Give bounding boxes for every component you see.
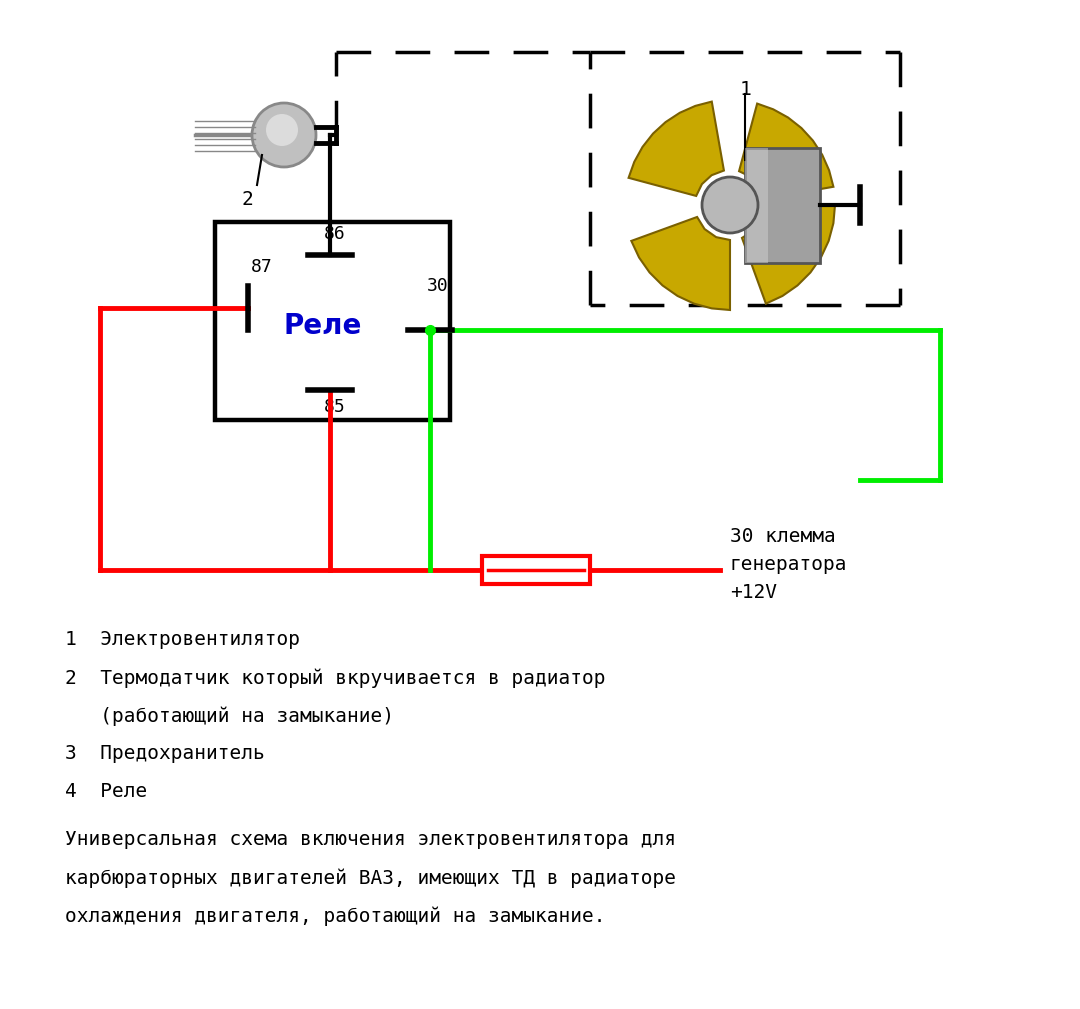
Polygon shape [632,217,730,310]
Bar [215,222,450,420]
Text: 30 клемма
генератора
+12V: 30 клемма генератора +12V [730,528,848,602]
Text: 1: 1 [739,80,751,99]
Text: 3  Предохранитель: 3 Предохранитель [65,744,265,763]
Text: карбюраторных двигателей ВАЗ, имеющих ТД в радиаторе: карбюраторных двигателей ВАЗ, имеющих ТД… [65,868,676,888]
Text: 2  Термодатчик который вкручивается в радиатор: 2 Термодатчик который вкручивается в рад… [65,668,606,687]
Text: 4  Реле: 4 Реле [65,782,147,801]
Text: 30: 30 [427,277,449,295]
Polygon shape [742,205,835,304]
Text: 85: 85 [324,398,346,416]
Text: 2: 2 [241,190,253,209]
Text: 1  Электровентилятор: 1 Электровентилятор [65,630,300,649]
Bar [745,148,768,263]
Polygon shape [629,102,724,196]
Text: охлаждения двигателя, работающий на замыкание.: охлаждения двигателя, работающий на замы… [65,906,606,925]
Text: Реле: Реле [283,312,362,340]
Circle shape [266,114,298,146]
Bar [482,556,590,584]
Circle shape [702,177,758,233]
Polygon shape [739,104,834,199]
Text: 86: 86 [324,225,346,243]
Text: (работающий на замыкание): (работающий на замыкание) [65,706,394,725]
Circle shape [252,103,316,167]
Text: 87: 87 [252,258,273,276]
Bar [745,148,820,263]
Text: Универсальная схема включения электровентилятора для: Универсальная схема включения электровен… [65,830,676,849]
